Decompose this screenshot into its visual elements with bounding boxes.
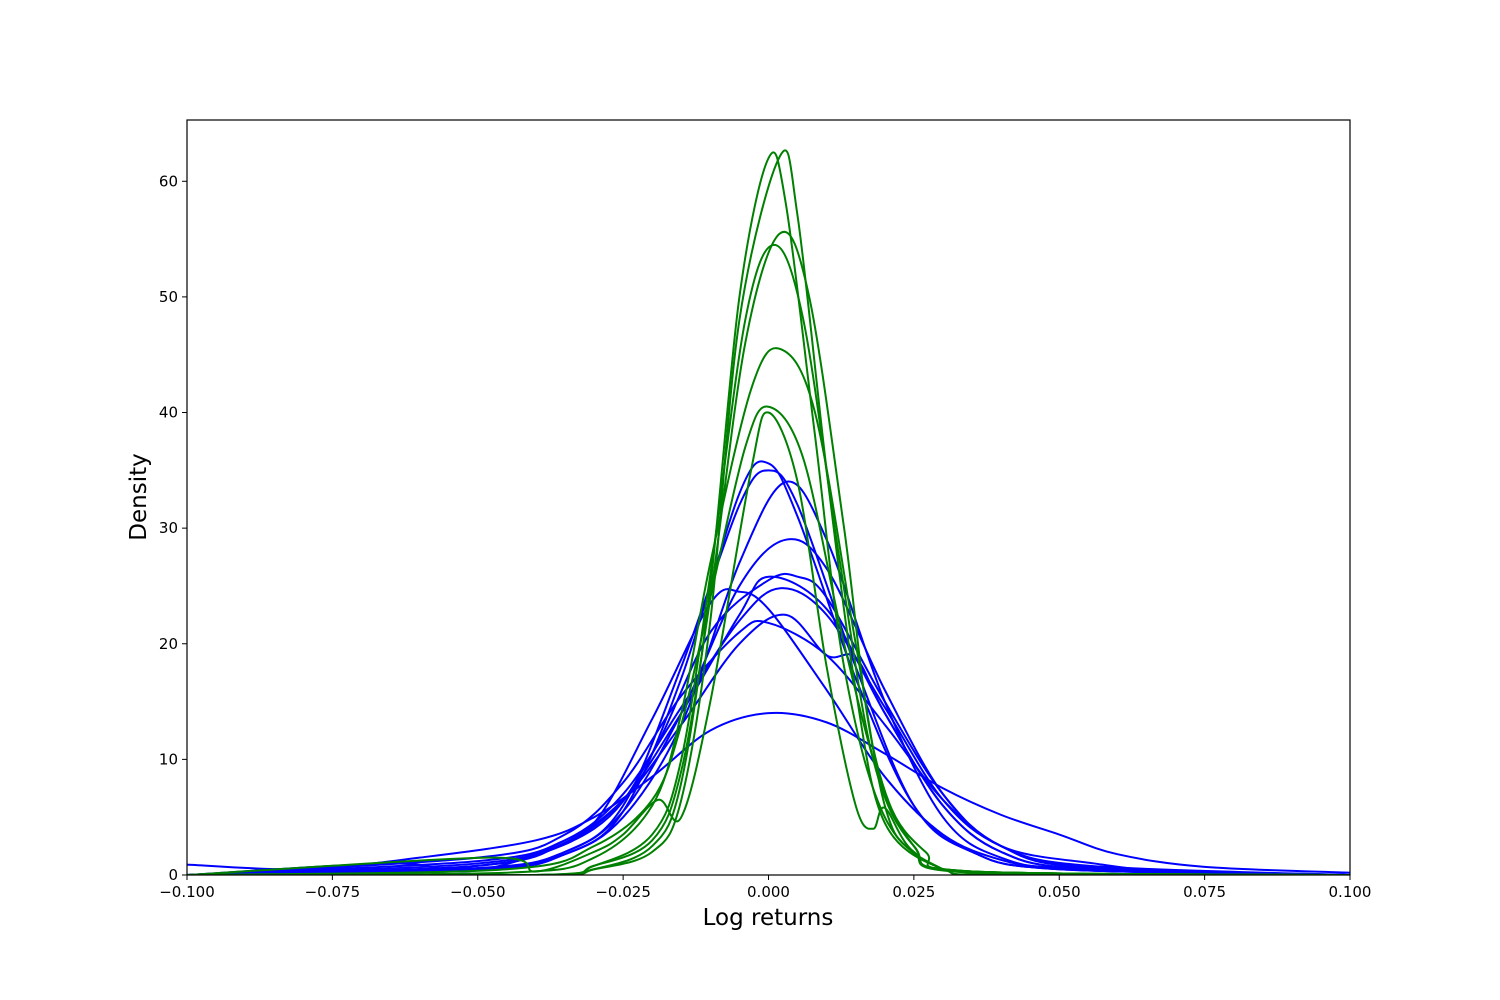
x-tick-label: 0.100 <box>1329 883 1372 901</box>
x-tick-label: −0.050 <box>450 883 506 901</box>
blue-density-line-0 <box>187 711 1350 874</box>
series-layer <box>187 149 1350 875</box>
blue-density-line-10 <box>187 613 1350 875</box>
y-tick-label: 50 <box>159 288 178 306</box>
y-tick-label: 20 <box>159 635 178 653</box>
x-tick-label: 0.050 <box>1038 883 1081 901</box>
blue-density-line-5 <box>187 480 1350 875</box>
y-tick-label: 40 <box>159 404 178 422</box>
x-axis: −0.100 −0.075 −0.050 −0.025 0.000 0.025 0.050 0… <box>159 875 1371 901</box>
x-tick-label: −0.025 <box>595 883 651 901</box>
y-axis-label: Density <box>126 453 152 540</box>
x-tick-label: −0.100 <box>159 883 215 901</box>
y-axis: 0 10 20 30 40 50 60 <box>159 172 187 884</box>
blue-density-line-9 <box>187 619 1350 875</box>
y-tick-label: 10 <box>159 750 178 768</box>
y-tick-label: 0 <box>168 866 178 884</box>
x-tick-label: 0.000 <box>747 883 790 901</box>
green-density-line-14 <box>187 230 1350 875</box>
y-tick-label: 60 <box>159 172 178 190</box>
y-tick-label: 30 <box>159 519 178 537</box>
green-density-line-16 <box>187 405 1350 875</box>
x-tick-label: −0.075 <box>305 883 361 901</box>
x-axis-label: Log returns <box>703 905 834 931</box>
green-density-line-17 <box>187 411 1350 875</box>
x-tick-label: 0.025 <box>892 883 935 901</box>
x-tick-label: 0.075 <box>1183 883 1226 901</box>
